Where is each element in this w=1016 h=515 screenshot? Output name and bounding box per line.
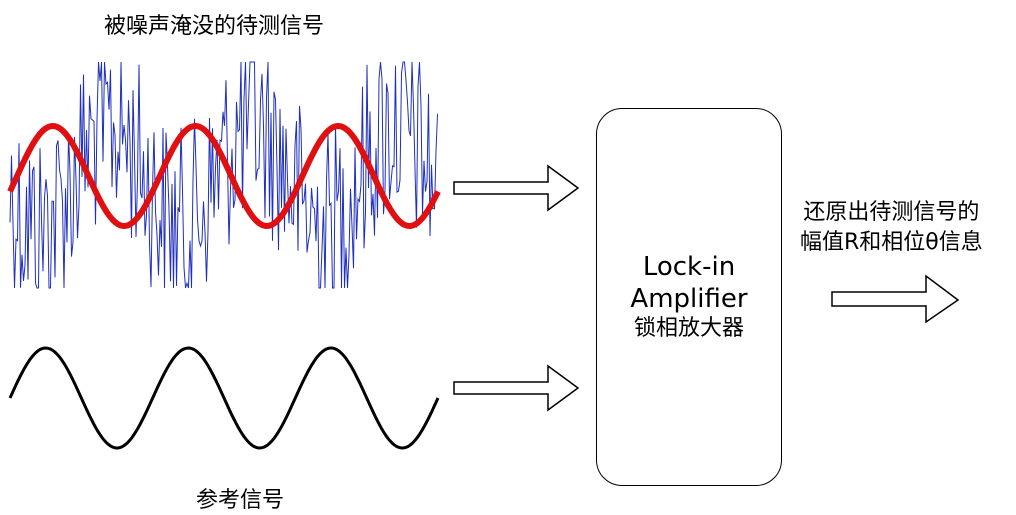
- output-label: 还原出待测信号的 幅值R和相位θ信息: [800, 198, 983, 258]
- output-label-line1: 还原出待测信号的: [803, 200, 980, 225]
- reference-signal-title: 参考信号: [196, 488, 285, 513]
- reference-sine-wave: [8, 346, 440, 450]
- noisy-signal-title: 被噪声淹没的待测信号: [104, 14, 325, 39]
- input-arrow-signal: [453, 164, 580, 212]
- noisy-signal-plot: [7, 61, 441, 289]
- input-arrow-reference: [453, 364, 580, 412]
- output-label-line2: 幅值R和相位θ信息: [800, 230, 983, 255]
- signal-sine-wave: [7, 123, 441, 229]
- block-name-line1: Lock-in: [642, 252, 736, 282]
- noise-waveform: [9, 61, 438, 289]
- lock-in-amplifier-block: Lock-in Amplifier 锁相放大器: [596, 108, 782, 486]
- block-name-chinese: 锁相放大器: [633, 316, 744, 341]
- block-name-line2: Amplifier: [630, 284, 748, 314]
- output-arrow: [831, 274, 960, 324]
